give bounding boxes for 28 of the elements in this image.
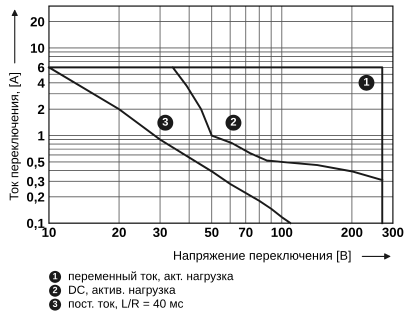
x-tick-label: 300	[382, 228, 404, 238]
y-tick-label: 0,5	[26, 157, 44, 169]
y-tick-label: 0,1	[26, 218, 44, 230]
text: 2	[52, 286, 58, 294]
legend-label: переменный ток, акт. нагрузка	[68, 271, 234, 283]
y-axis-title: Ток переключения, [A]	[9, 72, 21, 200]
text: 1	[53, 273, 58, 280]
y-tick-label: 20	[30, 17, 44, 26]
x-tick-label: 30	[153, 228, 167, 238]
x-tick-label: 70	[238, 228, 253, 238]
y-tick-label: 6	[38, 62, 44, 72]
annotation: 2	[230, 118, 236, 126]
x-tick-label: 50	[204, 228, 219, 238]
y-tick-label: 10	[30, 43, 44, 53]
y-tick-label: 4	[38, 78, 45, 88]
x-tick-label: 20	[112, 228, 126, 238]
y-tick-label: 2	[38, 104, 44, 114]
text: 3	[52, 300, 58, 308]
x-tick-label: 100	[272, 228, 292, 238]
x-axis-title: Напряжение переключения [В]	[174, 250, 351, 262]
y-tick-label: 0,2	[26, 192, 44, 204]
annotation: 1	[364, 78, 370, 86]
annotation: 3	[162, 118, 168, 126]
legend-label: DC, актив. нагрузка	[69, 286, 176, 296]
legend-label: пост. ток, L/R = 40 мс	[68, 299, 184, 310]
y-tick-label: 1	[38, 131, 44, 140]
x-tick-label: 200	[341, 228, 362, 238]
y-tick-label: 0,3	[26, 176, 44, 188]
